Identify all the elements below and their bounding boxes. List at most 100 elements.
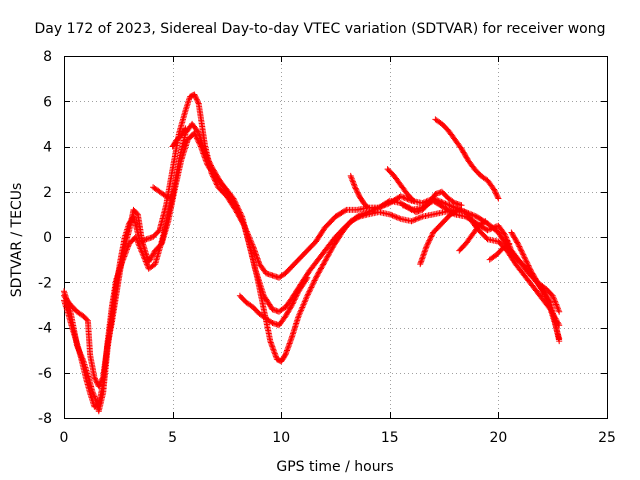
data-point: [237, 214, 244, 220]
data-point: [427, 234, 434, 241]
data-point: [305, 290, 312, 296]
y-tick-label: -4: [38, 321, 52, 337]
data-point: [181, 126, 188, 133]
data-point: [388, 211, 395, 218]
data-point: [515, 242, 522, 249]
y-tick-label: 0: [43, 230, 52, 246]
data-point: [544, 297, 550, 304]
data-point: [290, 299, 297, 306]
data-point: [482, 218, 489, 225]
data-point: [450, 199, 457, 206]
data-point: [392, 213, 399, 220]
series-track-c: [61, 120, 563, 410]
y-tick-label: 6: [43, 94, 52, 110]
data-point: [517, 246, 524, 253]
data-point: [304, 291, 311, 298]
data-point: [442, 200, 449, 207]
data-point: [304, 292, 311, 299]
series-track-g: [417, 206, 463, 268]
data-point: [306, 288, 313, 295]
data-point: [299, 303, 306, 309]
data-point: [516, 244, 523, 251]
data-point: [133, 236, 140, 243]
data-point: [520, 251, 527, 258]
data-point: [492, 190, 499, 197]
data-point: [491, 186, 498, 193]
data-point: [523, 258, 530, 265]
data-point: [83, 316, 90, 323]
x-tick-label: 0: [60, 430, 69, 446]
data-point: [420, 199, 427, 206]
data-point: [141, 255, 148, 262]
data-point: [400, 194, 407, 201]
data-point: [352, 185, 359, 192]
data-point: [328, 247, 335, 253]
data-point: [462, 209, 469, 216]
data-point: [307, 285, 314, 292]
data-point: [91, 374, 98, 381]
data-point: [364, 203, 370, 210]
data-point: [552, 298, 559, 305]
data-point: [194, 128, 201, 135]
data-point: [419, 200, 426, 207]
data-point: [322, 257, 329, 264]
data-point: [555, 305, 561, 312]
data-point: [520, 253, 527, 259]
data-point: [544, 299, 551, 306]
data-point: [516, 243, 523, 250]
data-point: [492, 189, 499, 196]
y-tick-label: 4: [43, 140, 52, 156]
data-point: [135, 239, 141, 246]
data-point: [204, 155, 211, 162]
data-point: [438, 198, 445, 205]
data-point: [354, 189, 361, 196]
data-point: [410, 197, 417, 204]
data-point: [527, 266, 534, 273]
data-point: [293, 292, 300, 299]
data-point: [309, 281, 316, 288]
data-point: [203, 153, 210, 159]
data-point: [428, 232, 435, 239]
data-point: [506, 240, 513, 247]
data-point: [518, 247, 525, 254]
series-track-k: [347, 172, 372, 211]
data-point: [425, 240, 431, 247]
data-point: [316, 268, 323, 275]
data-point: [425, 239, 432, 245]
x-tick-label: 5: [168, 430, 177, 446]
data-point: [378, 203, 385, 210]
data-point: [524, 259, 531, 266]
data-point: [505, 241, 511, 248]
data-point: [313, 274, 319, 281]
data-point: [121, 252, 128, 259]
data-point: [484, 227, 491, 234]
data-point: [469, 211, 476, 218]
data-point: [169, 195, 176, 202]
data-point: [455, 207, 462, 214]
data-point: [138, 247, 144, 253]
data-point: [556, 308, 563, 315]
data-point: [446, 202, 453, 209]
data-point: [418, 214, 424, 221]
data-point: [495, 195, 502, 202]
data-point: [208, 162, 214, 169]
data-point: [291, 297, 297, 304]
data-point: [231, 201, 238, 208]
data-point: [439, 199, 446, 206]
data-point: [195, 99, 201, 106]
data-point: [355, 214, 362, 221]
data-point: [192, 94, 199, 100]
data-point: [525, 262, 532, 269]
x-tick-label: 25: [598, 430, 616, 446]
data-point: [458, 202, 465, 209]
data-point: [312, 276, 319, 283]
data-point: [514, 240, 521, 247]
data-point: [132, 234, 139, 240]
data-point: [95, 383, 102, 390]
data-point: [291, 296, 298, 303]
data-point: [301, 298, 308, 305]
series-track-i: [456, 218, 489, 254]
data-point: [481, 219, 488, 226]
data-point: [423, 243, 430, 250]
y-tick-label: 2: [43, 185, 52, 201]
